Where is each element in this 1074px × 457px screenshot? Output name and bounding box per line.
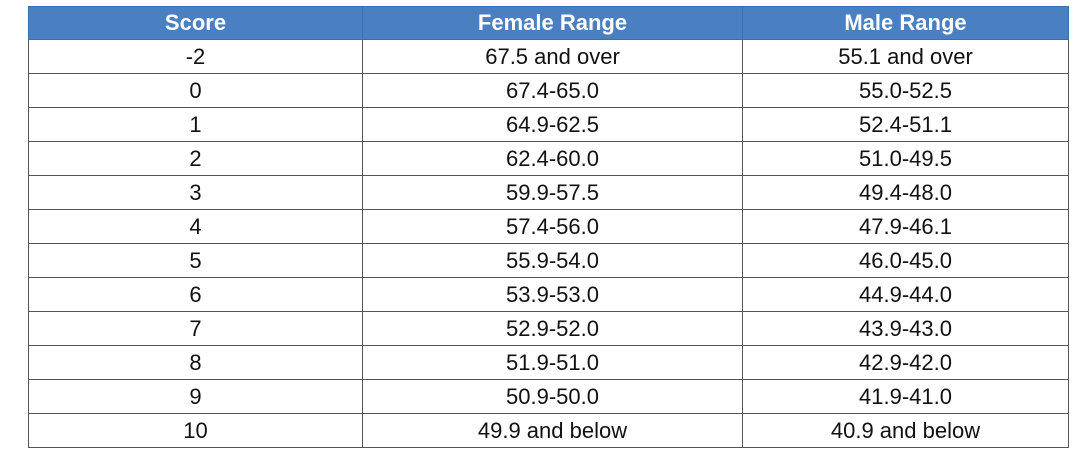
table-cell: 7 [28,311,363,346]
table-cell: 51.0-49.5 [742,141,1069,176]
table-cell: 55.9-54.0 [362,243,743,278]
table-cell: 42.9-42.0 [742,345,1069,380]
table-cell: 3 [28,175,363,210]
table-cell: 5 [28,243,363,278]
table-cell: 52.4-51.1 [742,107,1069,142]
header-row: Score Female Range Male Range [28,6,1069,40]
table-cell: 9 [28,379,363,414]
table-cell: 47.9-46.1 [742,209,1069,244]
table-cell: 57.4-56.0 [362,209,743,244]
table-row: 0 67.4-65.0 55.0-52.5 [28,73,1069,108]
table-cell: 62.4-60.0 [362,141,743,176]
table-cell: 41.9-41.0 [742,379,1069,414]
table-cell: -2 [28,39,363,74]
table-cell: 46.0-45.0 [742,243,1069,278]
table-row: 5 55.9-54.0 46.0-45.0 [28,243,1069,278]
table-row: 10 49.9 and below 40.9 and below [28,413,1069,448]
table-row: 8 51.9-51.0 42.9-42.0 [28,345,1069,380]
table-cell: 43.9-43.0 [742,311,1069,346]
header-cell: Male Range [742,6,1069,40]
table-cell: 4 [28,209,363,244]
table-cell: 10 [28,413,363,448]
table-cell: 51.9-51.0 [362,345,743,380]
table-cell: 8 [28,345,363,380]
table-cell: 55.0-52.5 [742,73,1069,108]
table-cell: 52.9-52.0 [362,311,743,346]
table-cell: 49.4-48.0 [742,175,1069,210]
table-row: 6 53.9-53.0 44.9-44.0 [28,277,1069,312]
header-cell: Score [28,6,363,40]
table-cell: 49.9 and below [362,413,743,448]
table-row: 3 59.9-57.5 49.4-48.0 [28,175,1069,210]
table-cell: 44.9-44.0 [742,277,1069,312]
table-cell: 0 [28,73,363,108]
table-cell: 67.5 and over [362,39,743,74]
table-cell: 50.9-50.0 [362,379,743,414]
table-row: 9 50.9-50.0 41.9-41.0 [28,379,1069,414]
table-cell: 64.9-62.5 [362,107,743,142]
table-cell: 1 [28,107,363,142]
table-row: 1 64.9-62.5 52.4-51.1 [28,107,1069,142]
table-cell: 6 [28,277,363,312]
table-row: 7 52.9-52.0 43.9-43.0 [28,311,1069,346]
table-cell: 40.9 and below [742,413,1069,448]
table-cell: 53.9-53.0 [362,277,743,312]
table-row: 4 57.4-56.0 47.9-46.1 [28,209,1069,244]
table-row: 2 62.4-60.0 51.0-49.5 [28,141,1069,176]
table-row: -2 67.5 and over 55.1 and over [28,39,1069,74]
table-cell: 59.9-57.5 [362,175,743,210]
table-body: -2 67.5 and over 55.1 and over 0 67.4-65.0 55… [28,39,1069,448]
table-cell: 2 [28,141,363,176]
table-cell: 67.4-65.0 [362,73,743,108]
table-cell: 55.1 and over [742,39,1069,74]
header-cell: Female Range [362,6,743,40]
score-table: Score Female Range Male Range -2 67.5 and o… [28,6,1069,448]
